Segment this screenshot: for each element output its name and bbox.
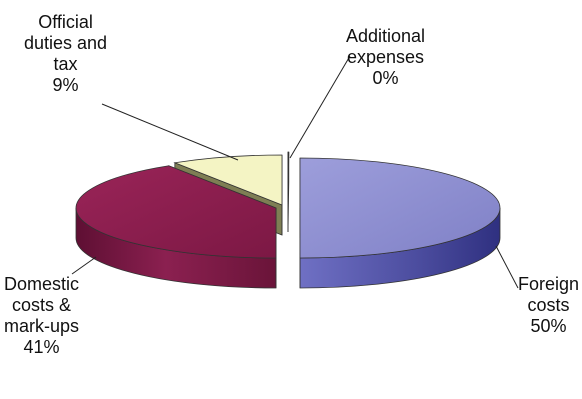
leader-line-additional-expenses xyxy=(289,55,351,159)
leader-line-domestic-costs xyxy=(71,256,97,275)
leader-line-foreign-costs xyxy=(495,245,519,289)
slice-label-domestic-costs: Domestic costs & mark-ups 41% xyxy=(4,274,80,357)
slice-additional-expenses xyxy=(287,151,290,203)
slice-official-duties xyxy=(173,154,283,206)
slice-domestic-costs xyxy=(75,165,277,259)
slice-foreign-costs xyxy=(299,157,501,259)
slice-label-additional-expenses: Additional expenses 0% xyxy=(346,26,426,88)
slice-label-foreign-costs: Foreign costs 50% xyxy=(518,274,580,336)
leader-line-official-duties xyxy=(101,103,239,161)
slice-label-official-duties: Official duties and tax 9% xyxy=(24,12,108,95)
